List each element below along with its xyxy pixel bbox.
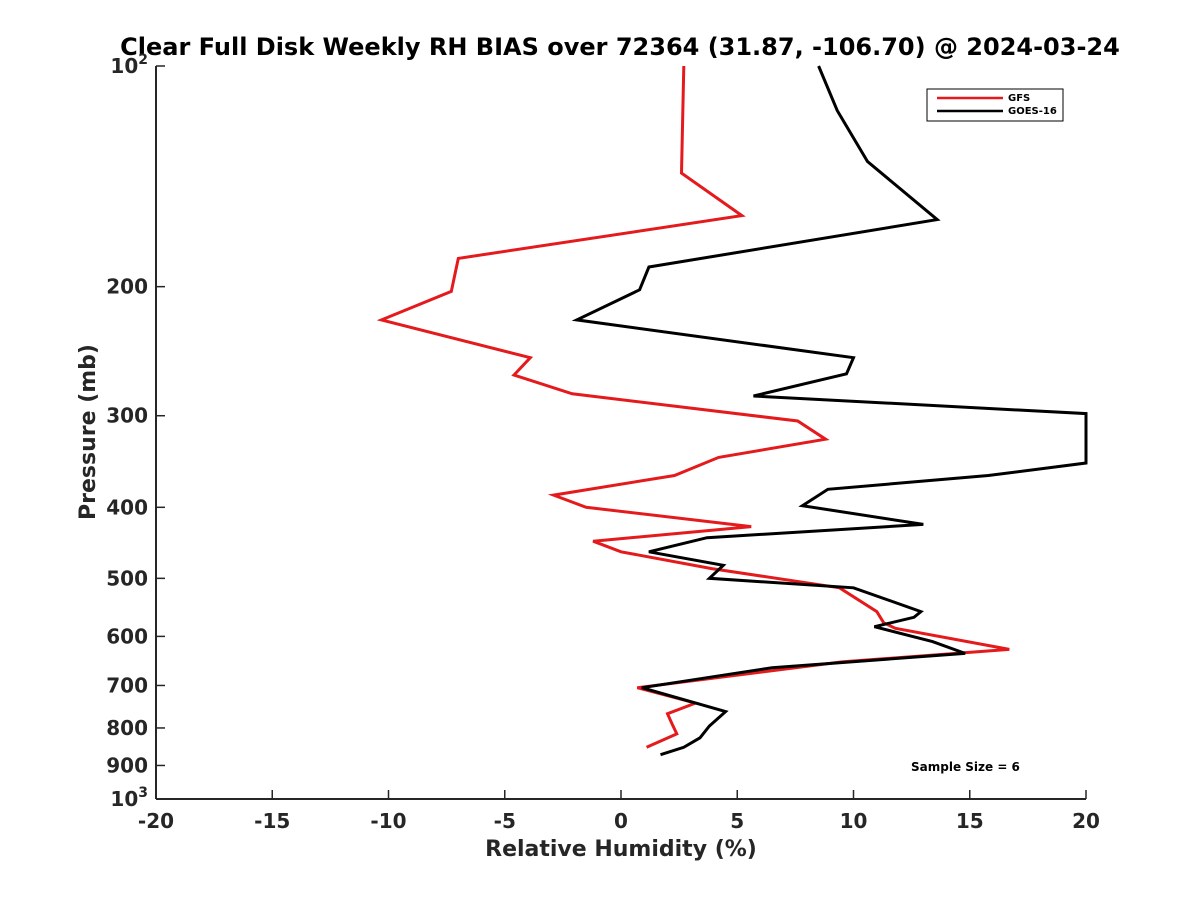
legend-box [926,88,1064,122]
x-tick-label: 0 [614,809,628,833]
x-tick-label: 20 [1072,809,1100,833]
y-tick-label: 800 [106,716,148,740]
y-tick-label: 300 [106,404,148,428]
x-tick-label: 15 [956,809,984,833]
x-axis-label: Relative Humidity (%) [485,837,757,862]
plot-lines [376,65,1088,757]
x-tick-label: -20 [138,809,174,833]
y-axis-label: Pressure (mb) [76,344,101,520]
y-tick-label: 500 [106,566,148,590]
legend-label-gfs: GFS [1008,93,1030,104]
chart-title: Clear Full Disk Weekly RH BIAS over 7236… [120,33,1120,61]
legend-label-goes16: GOES-16 [1008,106,1057,117]
series-line-gfs [376,65,1010,749]
y-tick-label: 700 [106,673,148,697]
x-tick-label: 5 [730,809,744,833]
sample-size-note: Sample Size = 6 [911,760,1020,774]
y-tick-label: 103 [110,785,148,811]
y-tick-label: 600 [106,624,148,648]
x-tick-label: 10 [840,809,868,833]
y-tick-label: 102 [110,52,148,78]
y-tick-label: 900 [106,753,148,777]
x-tick-label: -5 [494,809,516,833]
y-tick-label: 400 [106,495,148,519]
x-tick-label: -15 [254,809,290,833]
legend: GFS GOES-16 [926,88,1064,122]
series-line-goes-16 [571,65,1088,757]
x-tick-label: -10 [370,809,406,833]
y-ticks: 102 200 300 400 500 600 700 800 900 103 [106,52,165,811]
y-tick-label: 200 [106,275,148,299]
x-ticks: -20 -15 -10 -5 0 5 10 15 20 [138,790,1100,833]
